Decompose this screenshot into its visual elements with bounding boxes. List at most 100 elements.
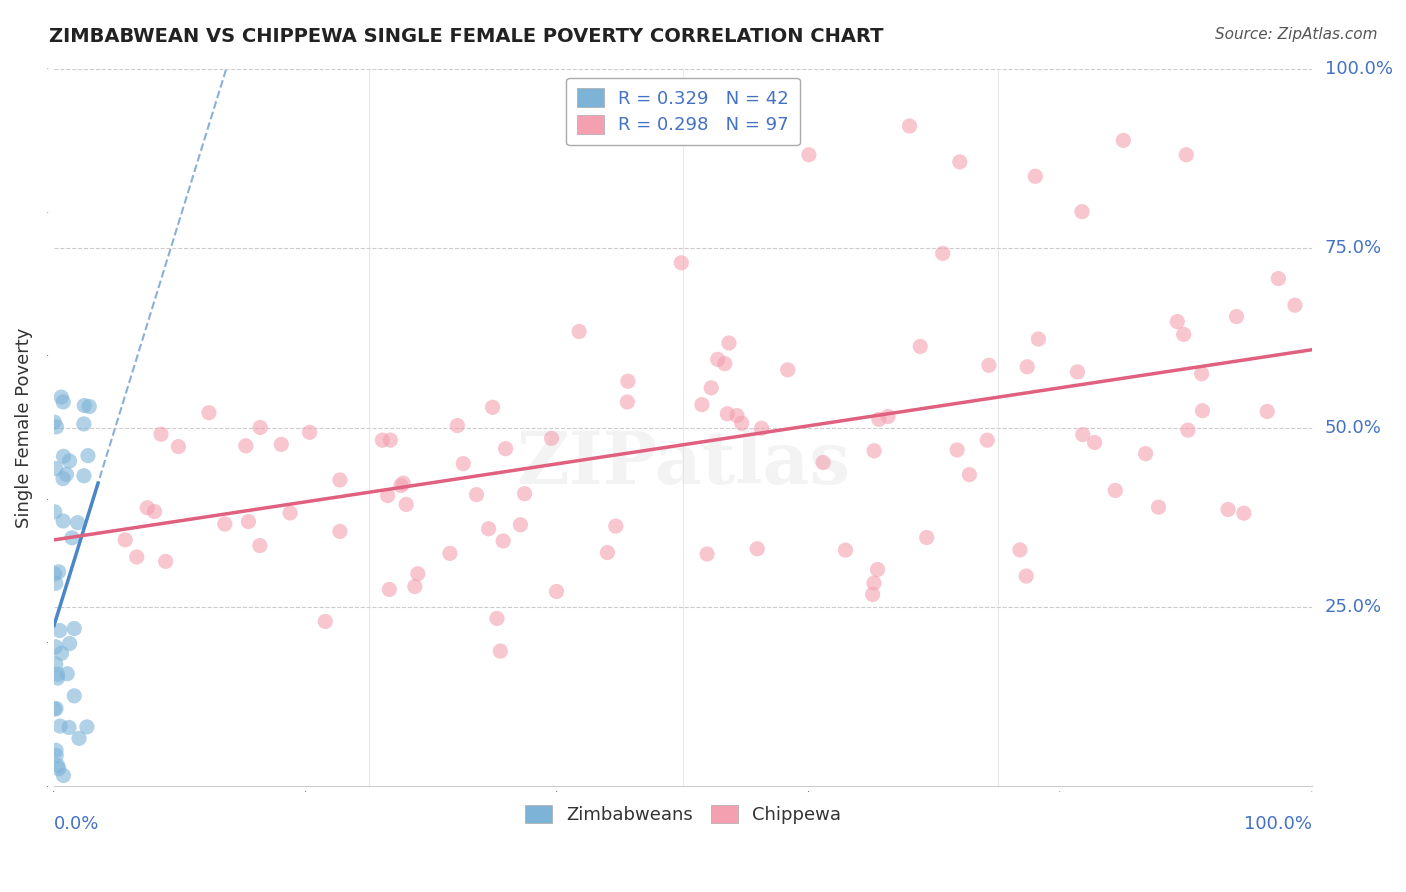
Point <box>380 433 402 447</box>
Point <box>811 455 834 469</box>
Point <box>214 516 236 531</box>
Point <box>45 657 67 671</box>
Point <box>1015 569 1038 583</box>
Legend: Zimbabweans, Chippewa: Zimbabweans, Chippewa <box>513 794 852 835</box>
Point <box>114 533 136 547</box>
Point <box>392 476 415 491</box>
Point <box>478 522 501 536</box>
Point <box>1135 447 1157 461</box>
Point <box>77 400 100 414</box>
Point <box>298 425 321 440</box>
Point <box>67 731 90 746</box>
Point <box>465 488 488 502</box>
Point <box>949 155 972 169</box>
Point <box>143 505 166 519</box>
Point <box>198 406 221 420</box>
Point <box>63 622 86 636</box>
Point <box>1191 367 1213 381</box>
Point <box>46 758 69 772</box>
Point <box>270 437 292 451</box>
Point <box>1104 483 1126 498</box>
Point <box>52 472 75 486</box>
Point <box>1112 133 1135 147</box>
Point <box>66 516 89 530</box>
Point <box>63 689 86 703</box>
Point <box>1225 310 1247 324</box>
Point <box>48 624 70 638</box>
Text: ZIPatlas: ZIPatlas <box>516 428 851 499</box>
Point <box>1216 502 1239 516</box>
Point <box>1028 332 1050 346</box>
Point <box>910 339 932 353</box>
Point <box>389 478 412 492</box>
Point <box>862 587 884 601</box>
Point <box>46 671 69 685</box>
Point <box>49 719 72 733</box>
Point <box>834 543 856 558</box>
Point <box>513 486 536 500</box>
Point <box>439 546 461 560</box>
Point <box>696 547 718 561</box>
Point <box>1017 359 1039 374</box>
Point <box>509 517 531 532</box>
Point <box>378 582 401 597</box>
Point <box>44 415 66 429</box>
Point <box>731 416 754 430</box>
Point <box>1147 500 1170 515</box>
Point <box>56 666 79 681</box>
Point <box>1256 404 1278 418</box>
Point <box>44 566 66 581</box>
Text: Source: ZipAtlas.com: Source: ZipAtlas.com <box>1215 27 1378 42</box>
Point <box>45 701 67 715</box>
Point <box>540 431 562 445</box>
Point <box>451 457 474 471</box>
Point <box>957 467 980 482</box>
Point <box>167 440 190 454</box>
Point <box>60 531 83 545</box>
Point <box>616 395 638 409</box>
Point <box>51 646 73 660</box>
Point <box>751 421 773 435</box>
Point <box>725 409 748 423</box>
Point <box>404 580 426 594</box>
Point <box>976 433 998 447</box>
Point <box>45 420 67 434</box>
Point <box>406 566 429 581</box>
Point <box>395 498 418 512</box>
Point <box>898 119 921 133</box>
Point <box>1166 315 1188 329</box>
Point <box>45 743 67 757</box>
Point <box>1008 543 1031 558</box>
Point <box>46 667 69 681</box>
Point <box>596 545 619 559</box>
Point <box>776 363 799 377</box>
Point <box>1066 365 1088 379</box>
Point <box>314 615 336 629</box>
Point <box>377 489 399 503</box>
Text: 50.0%: 50.0% <box>1324 418 1382 436</box>
Point <box>866 563 889 577</box>
Point <box>73 399 96 413</box>
Point <box>59 636 82 650</box>
Point <box>125 549 148 564</box>
Point <box>877 409 900 424</box>
Point <box>249 539 271 553</box>
Point <box>329 524 352 539</box>
Point <box>568 325 591 339</box>
Point <box>1267 271 1289 285</box>
Point <box>329 473 352 487</box>
Point <box>713 357 735 371</box>
Point <box>52 768 75 782</box>
Point <box>45 576 67 591</box>
Point <box>76 720 98 734</box>
Point <box>863 576 886 591</box>
Point <box>238 515 260 529</box>
Text: ZIMBABWEAN VS CHIPPEWA SINGLE FEMALE POVERTY CORRELATION CHART: ZIMBABWEAN VS CHIPPEWA SINGLE FEMALE POV… <box>49 27 884 45</box>
Point <box>1175 147 1198 161</box>
Point <box>489 644 512 658</box>
Point <box>51 390 73 404</box>
Point <box>1071 427 1094 442</box>
Point <box>371 433 394 447</box>
Point <box>495 442 517 456</box>
Point <box>58 454 80 468</box>
